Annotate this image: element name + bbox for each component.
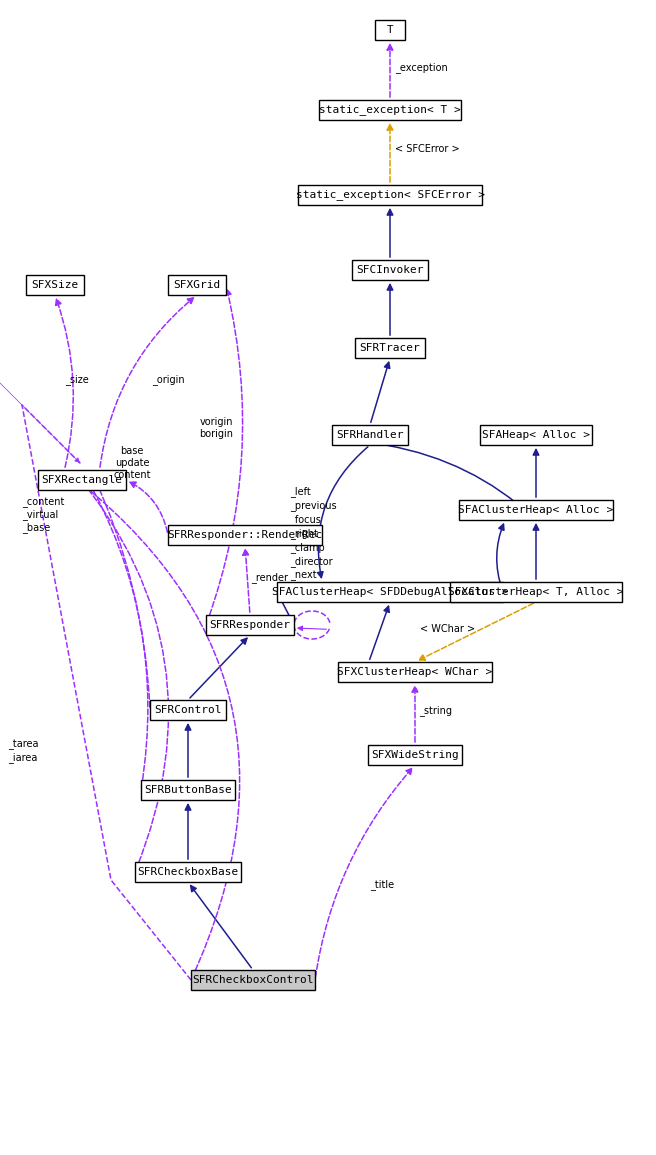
Text: static_exception< T >: static_exception< T > (319, 105, 461, 116)
FancyBboxPatch shape (375, 20, 405, 40)
FancyBboxPatch shape (480, 425, 592, 445)
FancyBboxPatch shape (332, 425, 408, 445)
FancyBboxPatch shape (206, 614, 294, 635)
Text: SFXRectangle: SFXRectangle (41, 475, 123, 485)
FancyBboxPatch shape (459, 500, 613, 520)
FancyBboxPatch shape (135, 862, 241, 882)
FancyBboxPatch shape (141, 780, 235, 800)
Text: < WChar >: < WChar > (420, 624, 475, 634)
Text: _content
_virtual
_base: _content _virtual _base (22, 498, 64, 532)
Text: _string: _string (419, 706, 452, 716)
Text: vorigin
borigin: vorigin borigin (199, 417, 233, 439)
FancyBboxPatch shape (277, 582, 503, 602)
FancyBboxPatch shape (319, 100, 461, 120)
Text: SFRResponder: SFRResponder (209, 620, 291, 629)
Text: static_exception< SFCError >: static_exception< SFCError > (295, 189, 485, 201)
FancyBboxPatch shape (338, 662, 492, 681)
FancyBboxPatch shape (450, 582, 622, 602)
Text: SFRHandler: SFRHandler (337, 430, 403, 440)
Text: SFAHeap< Alloc >: SFAHeap< Alloc > (482, 430, 590, 440)
Text: SFRControl: SFRControl (154, 705, 222, 715)
Text: SFAClusterHeap< SFDDebugAllocator >: SFAClusterHeap< SFDDebugAllocator > (272, 587, 508, 597)
Text: _render: _render (251, 572, 289, 583)
Text: SFRResponder::RenderRec: SFRResponder::RenderRec (167, 530, 323, 541)
Text: SFRCheckboxBase: SFRCheckboxBase (137, 867, 239, 877)
FancyBboxPatch shape (355, 338, 425, 358)
Text: SFXClusterHeap< T, Alloc >: SFXClusterHeap< T, Alloc > (448, 587, 624, 597)
FancyBboxPatch shape (168, 275, 226, 295)
Text: _size: _size (65, 374, 89, 386)
FancyBboxPatch shape (38, 470, 126, 490)
Text: SFCInvoker: SFCInvoker (356, 264, 424, 275)
Text: SFRCheckboxControl: SFRCheckboxControl (192, 975, 314, 985)
Text: SFXClusterHeap< WChar >: SFXClusterHeap< WChar > (337, 666, 493, 677)
Text: SFXGrid: SFXGrid (173, 280, 220, 290)
Text: SFRButtonBase: SFRButtonBase (144, 785, 232, 795)
FancyBboxPatch shape (26, 275, 84, 295)
Text: SFAClusterHeap< Alloc >: SFAClusterHeap< Alloc > (459, 505, 613, 515)
Text: < SFCError >: < SFCError > (395, 144, 460, 155)
FancyBboxPatch shape (352, 260, 428, 280)
FancyBboxPatch shape (168, 526, 322, 545)
Text: SFXWideString: SFXWideString (371, 750, 459, 760)
FancyBboxPatch shape (150, 700, 226, 720)
Text: SFRTracer: SFRTracer (359, 343, 420, 353)
FancyBboxPatch shape (191, 970, 315, 990)
Text: SFXSize: SFXSize (31, 280, 79, 290)
FancyBboxPatch shape (368, 745, 462, 765)
Text: T: T (386, 25, 394, 35)
Text: _title: _title (370, 879, 394, 891)
Text: _tarea
_iarea: _tarea _iarea (8, 740, 39, 763)
Text: base
update
content: base update content (113, 446, 151, 479)
Text: _origin: _origin (152, 374, 185, 386)
Text: _exception: _exception (395, 62, 448, 73)
Text: _left
_previous
_focus
_right
_clamp
_director
_next: _left _previous _focus _right _clamp _di… (291, 486, 337, 581)
FancyBboxPatch shape (298, 185, 482, 204)
